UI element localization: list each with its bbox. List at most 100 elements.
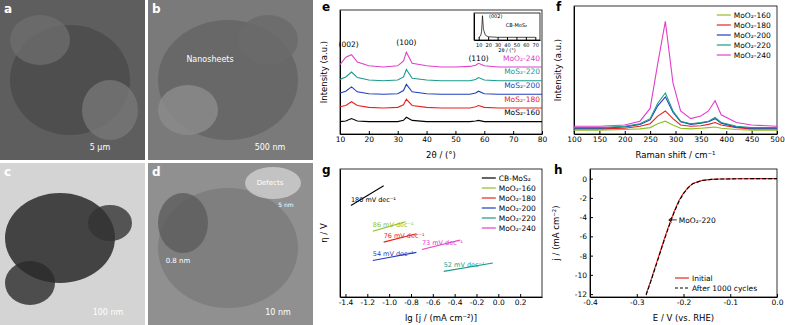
plot-data xyxy=(646,179,777,295)
legend: CB-MoS₂MoO₂-160MoO₂-180MoO₂-200MoO₂-220M… xyxy=(482,174,536,233)
tick: 200 xyxy=(618,131,633,144)
legend-label: MoO₂-160 xyxy=(499,184,536,193)
tick-mark xyxy=(488,37,489,40)
axis-line xyxy=(340,170,341,298)
tick-label: 150 xyxy=(593,135,608,144)
tick-label: -0.2 xyxy=(677,298,692,307)
y-axis xyxy=(574,7,575,135)
annotation: (100) xyxy=(396,38,416,47)
slope-label: 52 mV dec⁻¹ xyxy=(444,261,485,269)
tick: 500 xyxy=(770,131,785,144)
legend-label: After 1000 cycles xyxy=(692,284,757,293)
tick: 20 xyxy=(365,131,375,144)
plot-frame xyxy=(340,10,542,134)
tick: 250 xyxy=(643,131,658,144)
panel-label: h xyxy=(554,163,563,177)
image-placeholder xyxy=(148,0,313,160)
tick-label: 350 xyxy=(694,135,709,144)
series-line xyxy=(574,21,777,126)
tick-mark xyxy=(726,131,727,134)
slope-label: 73 mV dec⁻¹ xyxy=(422,239,463,247)
legend-label: MoO₂-220 xyxy=(734,41,771,50)
tick-mark xyxy=(684,294,685,297)
tick-label: -1.0 xyxy=(382,298,397,307)
tick-label: 250 xyxy=(643,135,658,144)
image-placeholder xyxy=(0,0,145,160)
tick-mark xyxy=(367,294,368,297)
tick: -12 xyxy=(575,290,593,299)
axis-line xyxy=(574,7,575,135)
legend-label: MoO₂-240 xyxy=(499,224,536,233)
series-line xyxy=(646,179,777,294)
figure: a5 μmbNanosheets500 nmc100 nmd0.8 nmDefe… xyxy=(0,0,785,325)
y-axis-title: j / (mA cm⁻²) xyxy=(551,206,561,262)
image-texture xyxy=(245,167,301,199)
tick: -2 xyxy=(580,194,593,203)
legend-label: MoO₂-180 xyxy=(499,194,536,203)
tick: -0.8 xyxy=(404,294,419,307)
tick-mark xyxy=(590,256,593,257)
image-annotation: 0.8 nm xyxy=(166,257,191,265)
tick-mark xyxy=(433,294,434,297)
image-texture xyxy=(158,193,208,253)
tick-label: -2 xyxy=(580,194,588,203)
tick-label: 0.2 xyxy=(515,298,527,307)
tick-mark xyxy=(542,131,543,134)
tick: 60 xyxy=(523,37,529,48)
tick-label: 50 xyxy=(451,135,461,144)
tick: 20 xyxy=(485,37,491,48)
tick-label: 20 xyxy=(485,42,491,48)
tick-mark xyxy=(701,131,702,134)
tick-mark xyxy=(476,294,477,297)
legend-label: MoO₂-180 xyxy=(734,21,771,30)
image-texture xyxy=(88,205,132,241)
legend-swatch xyxy=(675,287,689,288)
axis-line xyxy=(474,14,475,41)
slope-label: 76 mV dec⁻¹ xyxy=(384,232,425,240)
tick-label: 20 xyxy=(365,135,375,144)
axis-line xyxy=(590,170,591,298)
tick-label: 10 xyxy=(336,135,346,144)
legend-label: MoO₂-160 xyxy=(734,11,771,20)
tick-label: -0.6 xyxy=(426,298,441,307)
x-axis-title: E / V (vs. RHE) xyxy=(653,313,714,323)
image-annotation: Nanosheets xyxy=(186,55,233,64)
annotation: CB-MoS₂ xyxy=(506,22,527,28)
tick-label: 100 xyxy=(567,135,582,144)
tick-label: 80 xyxy=(538,135,548,144)
tick-label: -6 xyxy=(580,232,588,241)
plot-frame xyxy=(474,13,540,40)
legend-swatch xyxy=(717,24,731,25)
panel-label: a xyxy=(4,2,12,16)
tick: -0.4 xyxy=(448,294,463,307)
tick: 40 xyxy=(422,131,432,144)
tick: 40 xyxy=(504,37,510,48)
tick-label: 0 xyxy=(582,175,587,184)
tick: -0.2 xyxy=(677,294,692,307)
tick: -4 xyxy=(580,213,593,222)
y-axis: -12-10-8-6-4-20 xyxy=(575,170,593,300)
tick-mark xyxy=(427,131,428,134)
image-texture xyxy=(5,261,55,305)
chart-panel: -1.4-1.2-1.0-0.8-0.6-0.4-0.20.00.2180 mV… xyxy=(319,163,543,323)
tick: -8 xyxy=(580,252,593,261)
tick: -6 xyxy=(580,232,593,241)
tick: 50 xyxy=(514,37,520,48)
image-texture xyxy=(238,15,298,65)
tick-label: -12 xyxy=(575,290,587,299)
series-label: MoS₂-220 xyxy=(504,67,540,76)
axis-line xyxy=(340,11,341,135)
tick-mark xyxy=(777,294,778,297)
tick: -0.2 xyxy=(470,294,485,307)
image-texture xyxy=(82,80,138,140)
tick: -0.1 xyxy=(723,294,738,307)
tick-mark xyxy=(590,198,593,199)
legend-label: MoO₂-200 xyxy=(734,31,771,40)
legend-swatch xyxy=(717,14,731,15)
tick-label: -0.4 xyxy=(583,298,598,307)
tick-mark xyxy=(599,131,600,134)
legend-label: MoO₂-240 xyxy=(734,51,771,60)
annotation: (002) xyxy=(339,40,359,49)
tick-mark xyxy=(590,179,593,180)
tick-label: 40 xyxy=(422,135,432,144)
